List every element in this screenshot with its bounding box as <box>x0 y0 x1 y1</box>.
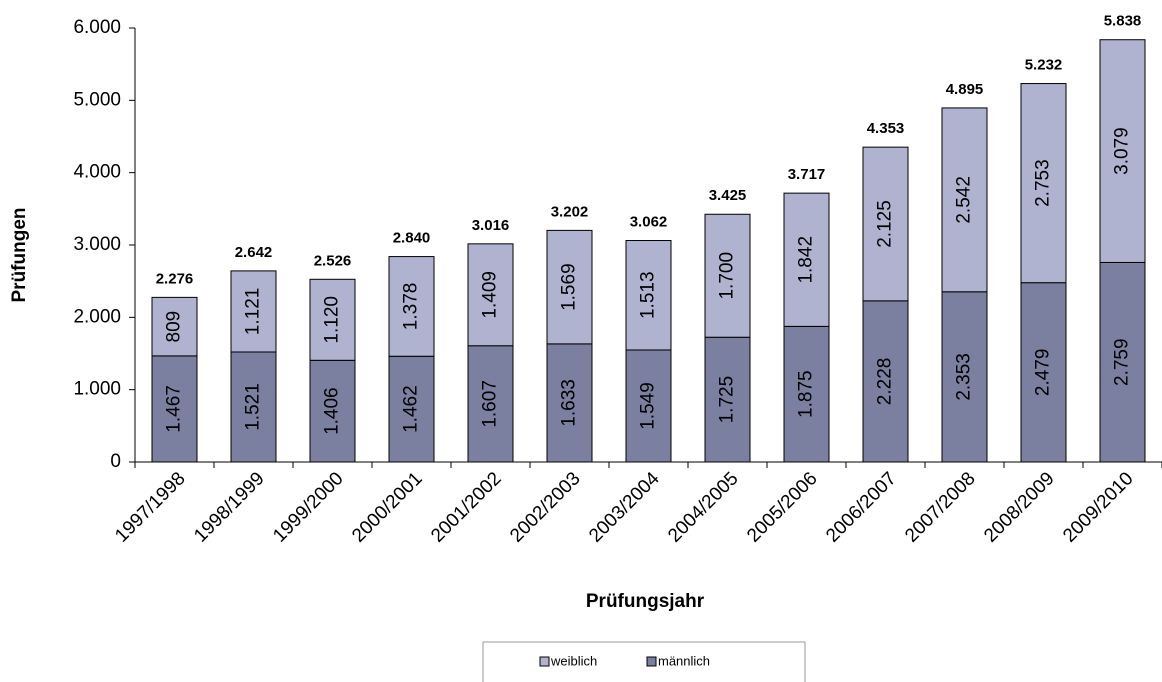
segment-label: 2.125 <box>875 200 896 248</box>
bar-segment <box>862 300 909 463</box>
y-tick-label: 0 <box>110 451 121 472</box>
legend-label: männlich <box>658 653 710 668</box>
bar-segment <box>1020 83 1067 284</box>
segment-label: 1.700 <box>717 252 738 300</box>
bar-segment <box>625 349 672 463</box>
bar-segment <box>230 351 277 463</box>
x-tick-label: 2001/2002 <box>427 468 505 546</box>
segment-label: 1.378 <box>401 283 422 331</box>
segment-label: 1.467 <box>164 385 185 433</box>
x-tick-label: 1998/1999 <box>190 468 268 546</box>
bar-segment <box>704 213 751 338</box>
y-tick-label: 3.000 <box>73 234 121 255</box>
segment-label: 3.079 <box>1112 127 1133 175</box>
x-tick-label: 2009/2010 <box>1059 468 1137 546</box>
bar-segment <box>941 291 988 463</box>
x-tick-label: 2008/2009 <box>980 468 1058 546</box>
segment-label: 1.521 <box>243 383 264 431</box>
total-label: 2.276 <box>156 270 194 287</box>
segment-label: 1.120 <box>322 296 343 344</box>
segment-label: 2.542 <box>954 176 975 224</box>
segment-label: 1.462 <box>401 385 422 433</box>
total-label: 4.353 <box>867 120 905 137</box>
segment-label: 1.121 <box>243 288 264 336</box>
segment-label: 2.353 <box>954 353 975 401</box>
bar-segment <box>625 240 672 351</box>
x-tick-label: 1997/1998 <box>111 468 189 546</box>
bar-segment <box>151 355 198 463</box>
x-tick-label: 2000/2001 <box>348 468 426 546</box>
segment-label: 1.842 <box>796 236 817 284</box>
y-tick-label: 1.000 <box>73 379 121 400</box>
segment-label: 1.875 <box>796 370 817 418</box>
bar-segment <box>704 336 751 463</box>
bar-segment <box>1099 261 1146 463</box>
segment-label: 2.479 <box>1033 349 1054 397</box>
segment-label: 2.753 <box>1033 159 1054 207</box>
segment-label: 809 <box>164 311 185 343</box>
bar-segment <box>1020 282 1067 463</box>
total-label: 2.526 <box>314 252 352 269</box>
x-tick-label: 2005/2006 <box>743 468 821 546</box>
segment-label: 2.228 <box>875 358 896 406</box>
x-axis-title: Prüfungsjahr <box>586 591 705 612</box>
total-label: 3.016 <box>472 217 510 234</box>
legend-swatch <box>646 656 657 667</box>
total-label: 5.232 <box>1025 57 1063 74</box>
bar-segment <box>151 296 198 357</box>
bar-segment <box>388 355 435 463</box>
x-tick-label: 2006/2007 <box>822 468 900 546</box>
legend-label: weiblich <box>550 653 597 668</box>
total-label: 3.202 <box>551 203 589 220</box>
y-tick-label: 4.000 <box>73 162 121 183</box>
bar-segment <box>546 343 593 463</box>
legend-swatch <box>539 656 550 667</box>
y-tick-label: 2.000 <box>73 306 121 327</box>
bar-segment <box>388 256 435 357</box>
segment-label: 1.409 <box>480 271 501 319</box>
segment-label: 1.406 <box>322 387 343 435</box>
segment-label: 1.569 <box>559 263 580 311</box>
bar-segment <box>783 192 830 327</box>
segment-label: 1.513 <box>638 271 659 319</box>
legend-box <box>482 641 806 682</box>
bar-segment <box>230 270 277 353</box>
bar-segment <box>862 146 909 302</box>
bar-segment <box>1099 39 1146 263</box>
y-tick-label: 5.000 <box>73 89 121 110</box>
bar-segment <box>309 359 356 463</box>
bar-segment <box>546 229 593 345</box>
segment-label: 1.549 <box>638 382 659 430</box>
bar-segment <box>783 325 830 463</box>
y-axis-title: Prüfungen <box>9 208 30 303</box>
x-tick-label: 1999/2000 <box>269 468 347 546</box>
total-label: 2.642 <box>235 244 273 261</box>
segment-label: 1.607 <box>480 380 501 428</box>
bar-segment <box>467 345 514 463</box>
x-tick-label: 2003/2004 <box>585 468 664 547</box>
segment-label: 2.759 <box>1112 338 1133 386</box>
total-label: 3.062 <box>630 213 668 230</box>
total-label: 3.425 <box>709 187 747 204</box>
x-tick-label: 2007/2008 <box>901 468 979 546</box>
bar-segment <box>941 107 988 293</box>
bar-segment <box>309 278 356 361</box>
total-label: 2.840 <box>393 230 431 247</box>
segment-label: 1.633 <box>559 379 580 427</box>
total-label: 3.717 <box>788 166 826 183</box>
total-label: 5.838 <box>1104 13 1142 30</box>
y-tick-label: 6.000 <box>73 17 121 38</box>
bar-segment <box>467 243 514 347</box>
segment-label: 1.725 <box>717 376 738 424</box>
x-tick-label: 2004/2005 <box>664 468 742 546</box>
x-tick-label: 2002/2003 <box>506 468 584 546</box>
total-label: 4.895 <box>946 81 984 98</box>
